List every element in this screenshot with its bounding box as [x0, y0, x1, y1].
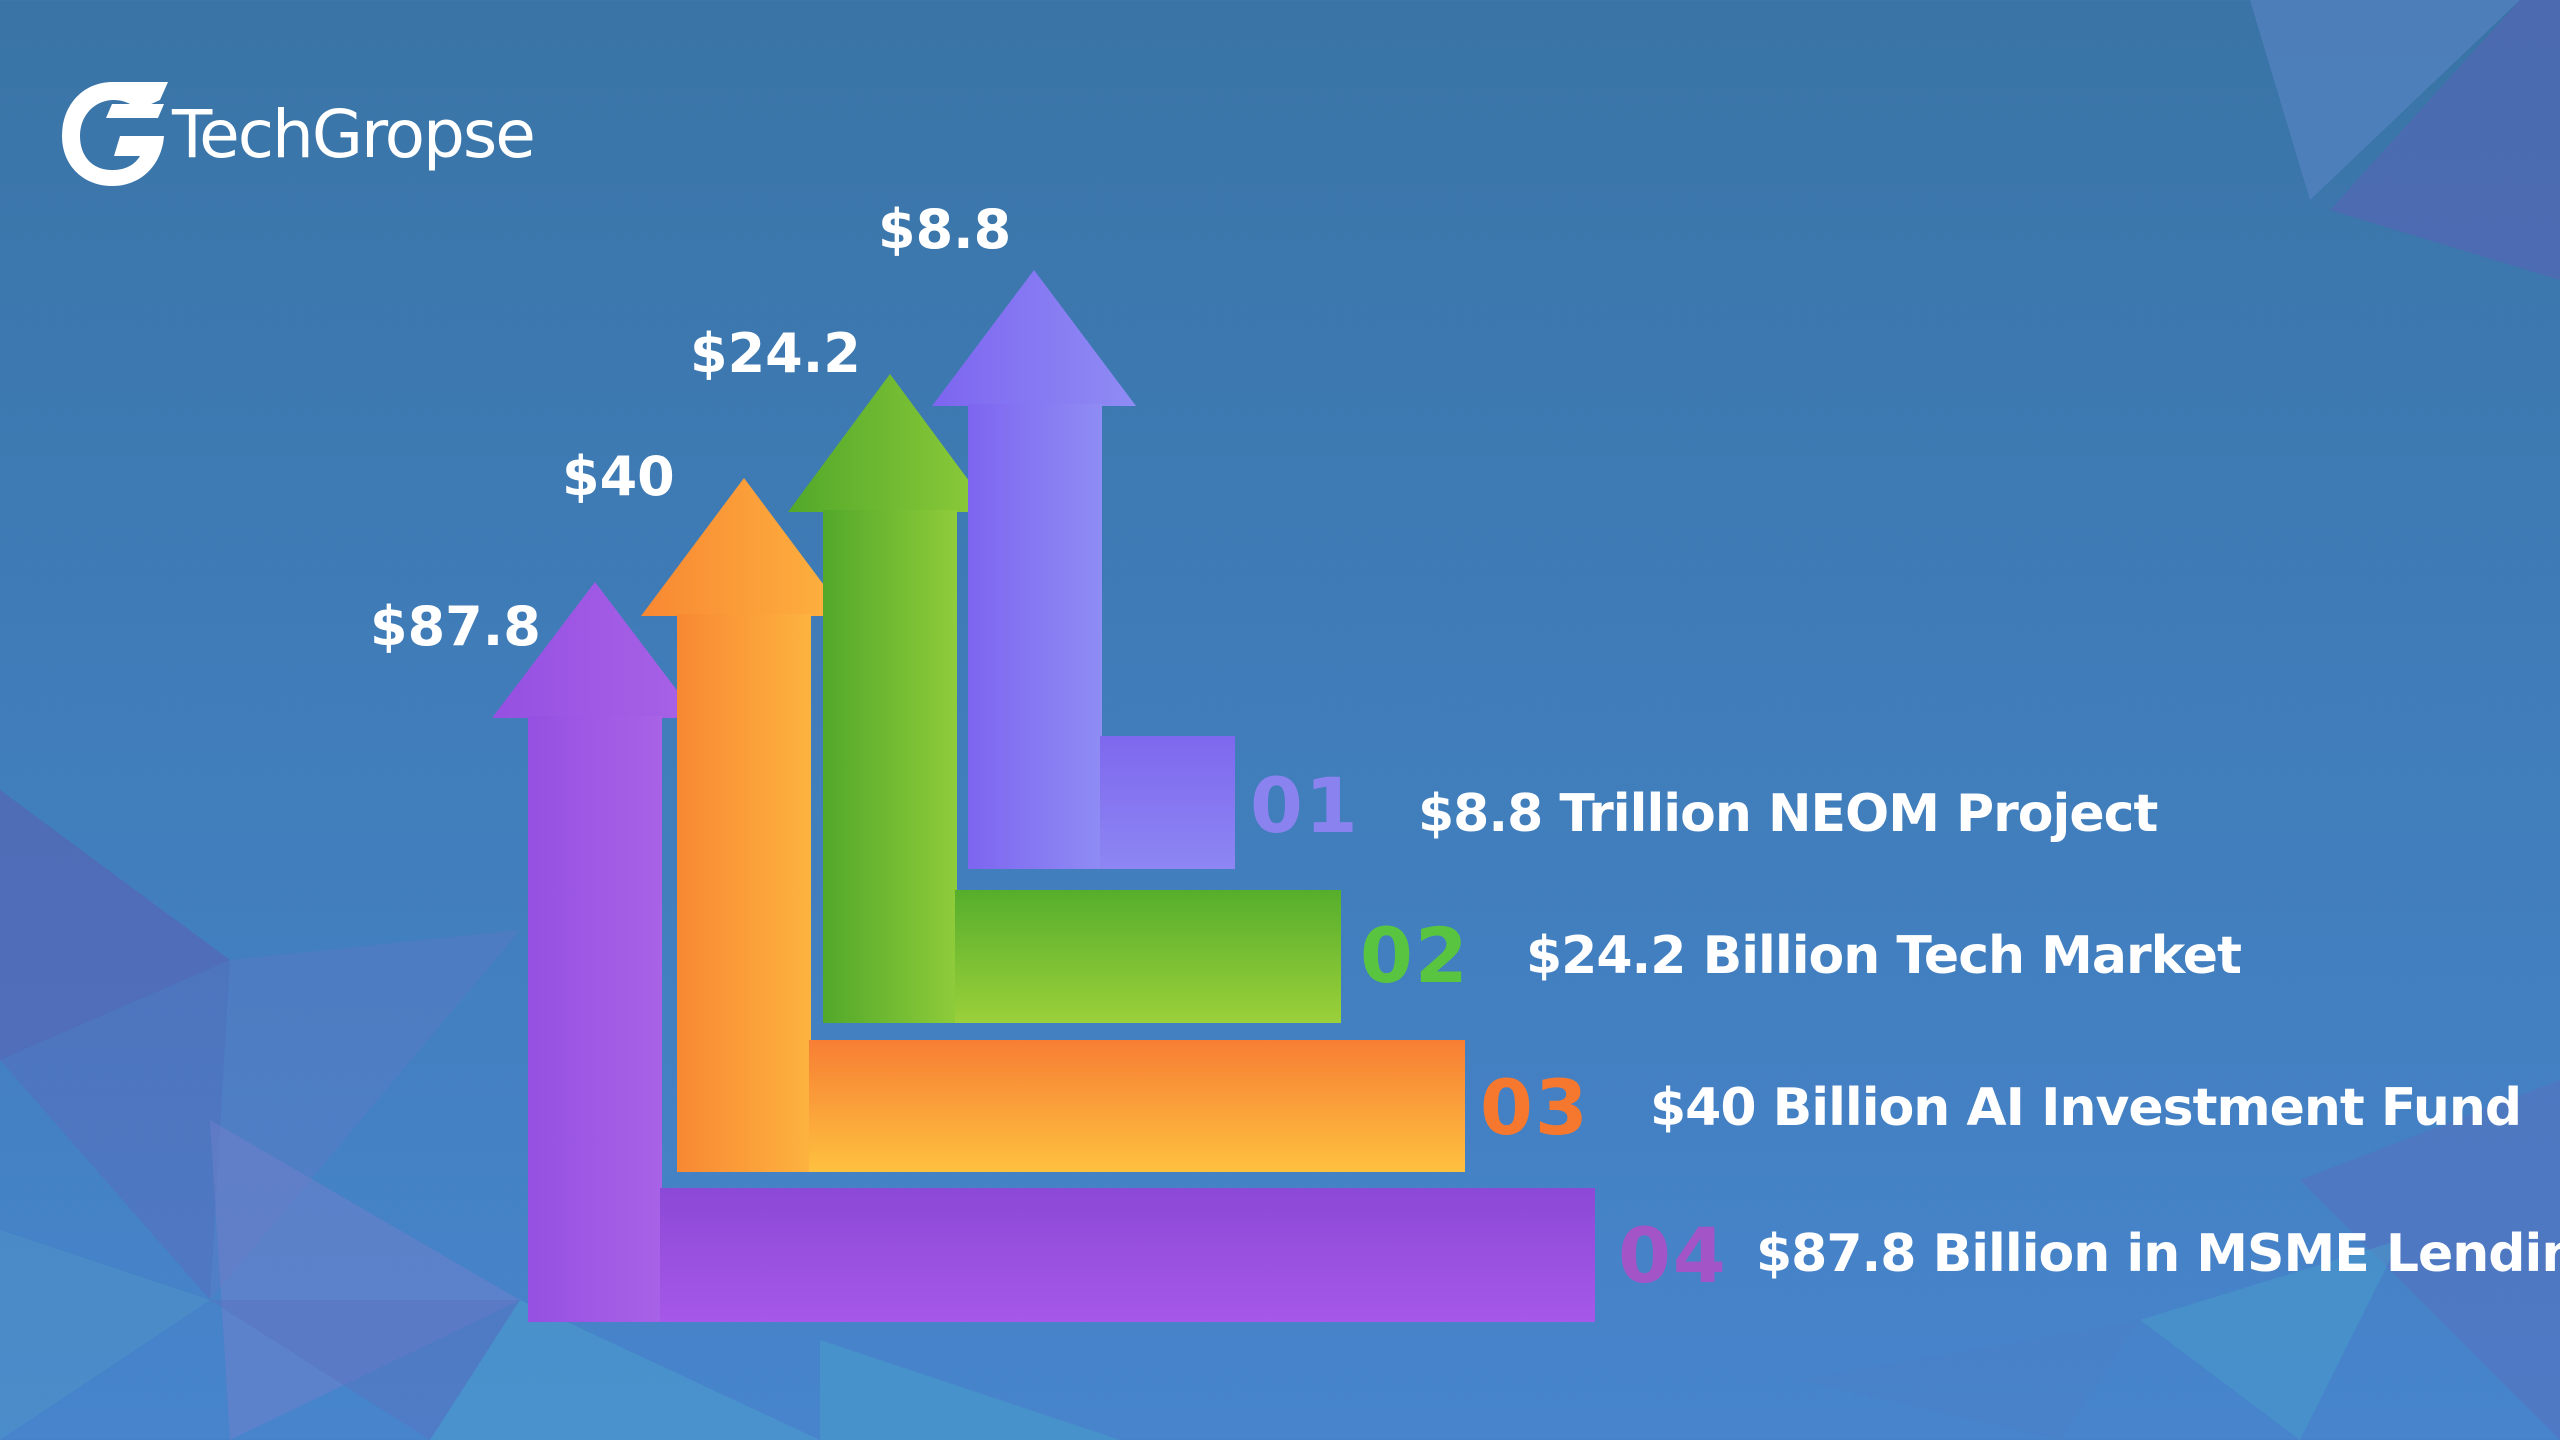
- brand-name: TechGropse: [172, 95, 536, 173]
- arrow-01-base: [1100, 736, 1235, 869]
- value-label-01: $8.8: [878, 198, 1012, 261]
- arrow-02-shaft: [823, 510, 957, 1023]
- arrow-02-base: [955, 890, 1341, 1023]
- item-number-01: 01: [1250, 761, 1360, 850]
- arrow-01-shaft: [968, 404, 1102, 869]
- bg-triangle: [1800, 1320, 2140, 1440]
- item-text-02: $24.2 Billion Tech Market: [1526, 926, 2242, 986]
- arrow-02: [788, 374, 1341, 1023]
- arrow-01: [932, 270, 1235, 869]
- bg-triangle: [210, 1120, 520, 1440]
- g-logo-icon: [62, 82, 168, 186]
- value-label-04: $87.8: [370, 595, 541, 658]
- brand-logo: TechGropse: [58, 78, 536, 190]
- item-number-02: 02: [1360, 911, 1470, 1000]
- bg-triangle: [2330, 0, 2560, 280]
- bg-triangle: [430, 1300, 820, 1440]
- item-text-04: $87.8 Billion in MSME Lending: [1756, 1224, 2560, 1284]
- arrow-03-shaft: [677, 614, 811, 1172]
- item-number-04: 04: [1618, 1211, 1728, 1300]
- arrow-03: [641, 478, 1465, 1172]
- value-label-02: $24.2: [690, 322, 861, 385]
- bg-triangle: [0, 1230, 210, 1440]
- bg-triangle: [0, 960, 230, 1300]
- item-text-03: $40 Billion AI Investment Fund: [1650, 1078, 2522, 1138]
- arrow-01-head: [932, 270, 1136, 406]
- arrow-04-shaft: [528, 716, 662, 1322]
- bg-triangle: [2300, 1080, 2560, 1440]
- arrow-03-base: [809, 1040, 1465, 1172]
- arrow-04: [492, 582, 1595, 1322]
- arrow-04-base: [660, 1188, 1595, 1322]
- bg-triangle: [2140, 1240, 2400, 1440]
- arrow-04-head: [492, 582, 698, 718]
- arrow-03-head: [641, 478, 847, 616]
- arrow-02-head: [788, 374, 992, 512]
- bg-triangle: [820, 1340, 1120, 1440]
- bg-triangle: [210, 930, 520, 1300]
- bg-triangle: [2250, 0, 2520, 200]
- item-number-03: 03: [1480, 1063, 1590, 1152]
- bg-triangle: [0, 790, 230, 1060]
- value-label-03: $40: [562, 445, 675, 508]
- bg-triangle: [210, 1300, 520, 1440]
- item-text-01: $8.8 Trillion NEOM Project: [1418, 784, 2158, 844]
